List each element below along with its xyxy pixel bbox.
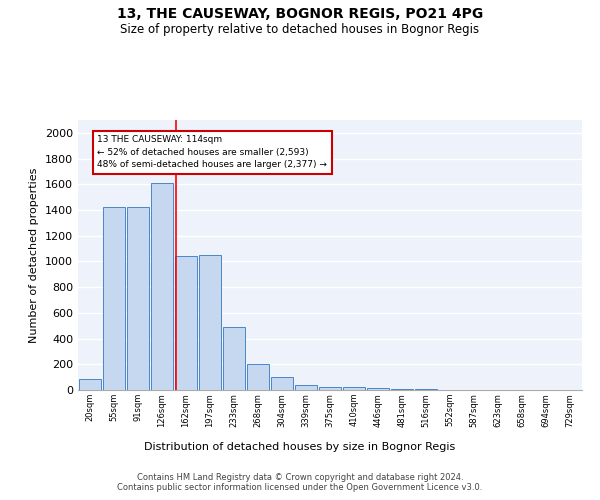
Bar [103, 208, 125, 390]
Bar [79, 379, 101, 390]
Bar [151, 183, 173, 390]
Text: 13, THE CAUSEWAY, BOGNOR REGIS, PO21 4PG: 13, THE CAUSEWAY, BOGNOR REGIS, PO21 4PG [117, 8, 483, 22]
Bar [175, 256, 197, 390]
Bar [319, 387, 341, 390]
Bar [271, 376, 293, 390]
Bar [247, 364, 269, 390]
Bar [391, 388, 413, 390]
Text: Distribution of detached houses by size in Bognor Regis: Distribution of detached houses by size … [145, 442, 455, 452]
Bar [367, 388, 389, 390]
Text: Contains HM Land Registry data © Crown copyright and database right 2024.
Contai: Contains HM Land Registry data © Crown c… [118, 472, 482, 492]
Bar [199, 255, 221, 390]
Bar [223, 327, 245, 390]
Bar [343, 388, 365, 390]
Text: 13 THE CAUSEWAY: 114sqm
← 52% of detached houses are smaller (2,593)
48% of semi: 13 THE CAUSEWAY: 114sqm ← 52% of detache… [97, 136, 327, 170]
Y-axis label: Number of detached properties: Number of detached properties [29, 168, 40, 342]
Text: Size of property relative to detached houses in Bognor Regis: Size of property relative to detached ho… [121, 22, 479, 36]
Bar [127, 207, 149, 390]
Bar [295, 385, 317, 390]
